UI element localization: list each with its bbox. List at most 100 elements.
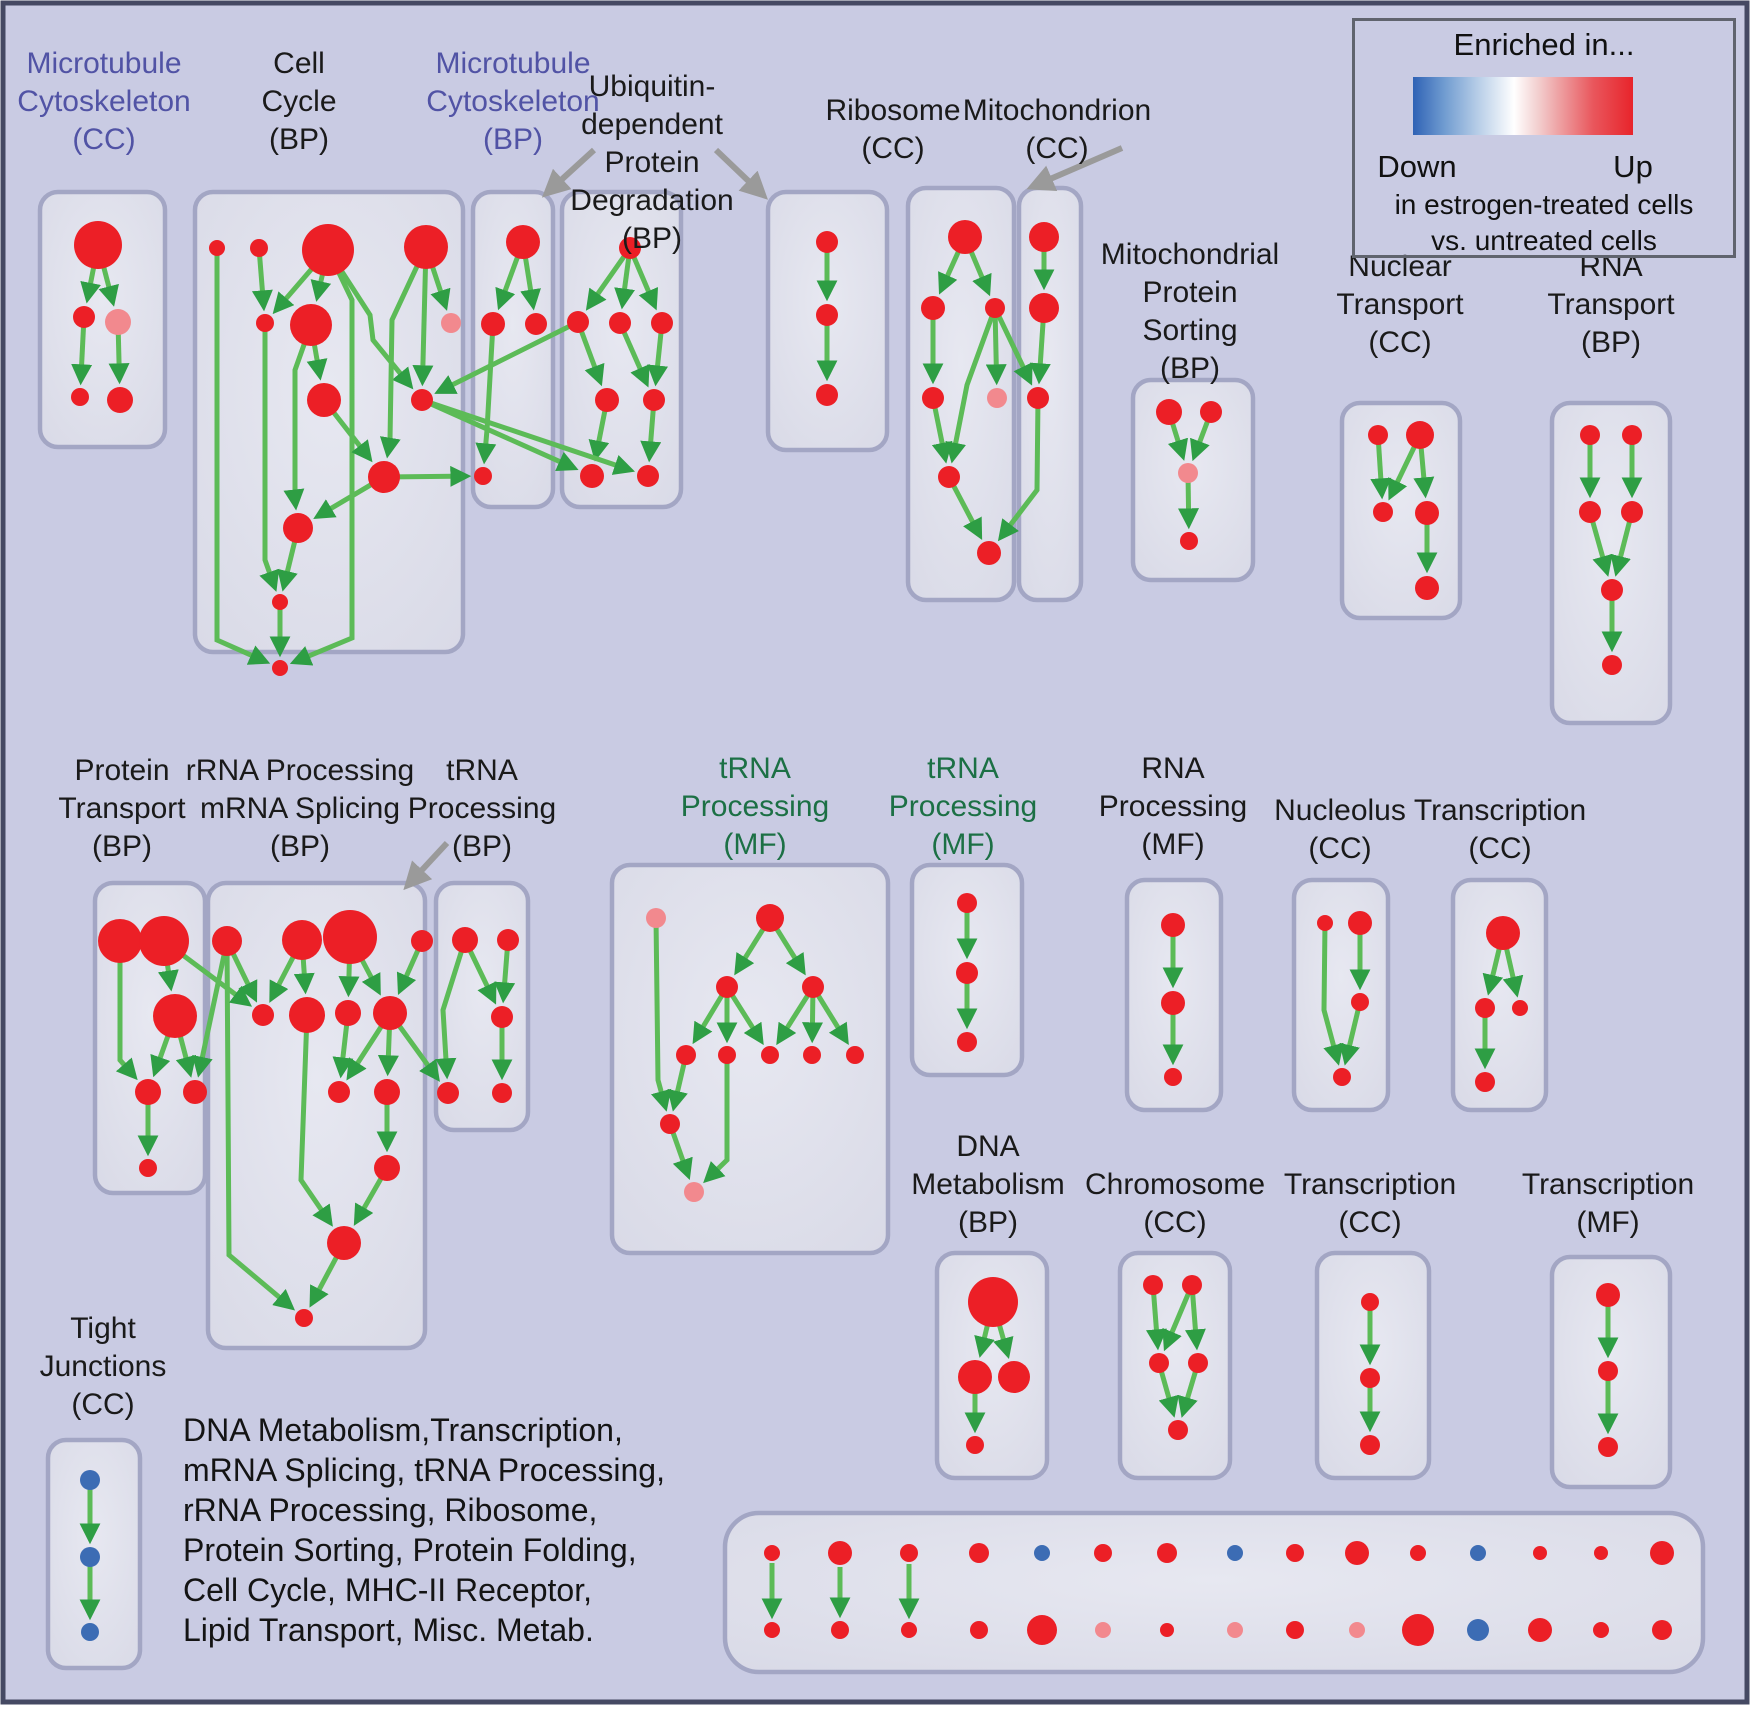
cluster-label-tight: Tight Junctions (CC) [39, 1312, 167, 1421]
cluster-box-chrom [1117, 1250, 1233, 1481]
node-s3 [1579, 501, 1601, 523]
node-p3 [1178, 463, 1198, 483]
node-g6 [289, 997, 325, 1033]
node-c13 [272, 660, 288, 676]
cluster-label-ubq: Ubiquitin- dependent Protein Degradation… [570, 70, 734, 255]
node-l1 [1161, 913, 1185, 937]
mitochondrion-pointer-icon [1026, 145, 1124, 192]
edge-r3-r5 [985, 307, 1007, 386]
edge-u2-c9 [434, 319, 580, 394]
cluster-label-dnam: DNA Metabolism (BP) [911, 1130, 1065, 1239]
node-d1 [968, 1277, 1018, 1327]
node-j4 [1475, 1072, 1495, 1092]
edge-g6-g12 [298, 1014, 333, 1227]
cluster-label-rrna: rRNA Processing mRNA Splicing (BP) [185, 754, 415, 863]
bottom-pair-8-bottom-node [1227, 1622, 1243, 1638]
edge-f5-f10 [703, 1055, 730, 1184]
node-o1 [74, 221, 122, 269]
cluster-label-mt_cc: Microtubule Cytoskeleton (CC) [17, 47, 191, 156]
ubq-right-pointer-icon [713, 147, 768, 200]
node-c12 [272, 594, 288, 610]
node-q1 [1368, 425, 1388, 445]
bottom-pair-15-bottom-node [1652, 1620, 1672, 1640]
node-g7 [335, 1000, 361, 1026]
node-g10 [374, 1079, 400, 1105]
node-mi3 [1027, 387, 1049, 409]
node-g1 [212, 926, 242, 956]
legend-subtitle-line1: in estrogen-treated cells [1394, 189, 1694, 220]
node-f3 [802, 976, 824, 998]
node-c11 [283, 513, 313, 543]
cluster-label-rnap_mf: RNA Processing (MF) [1098, 752, 1248, 861]
node-j1 [1486, 916, 1520, 950]
edge-c4-c10 [379, 245, 429, 459]
node-h2 [1348, 911, 1372, 935]
bottom-pair-10-top-node [1345, 1541, 1369, 1565]
node-u1 [619, 237, 641, 259]
bottom-pair-5-top-node [1034, 1545, 1050, 1561]
node-o3 [105, 309, 131, 335]
node-c2 [250, 239, 268, 257]
bottom-pair-1-top-node [764, 1545, 780, 1561]
node-c5 [256, 314, 274, 332]
node-f2 [716, 976, 738, 998]
nodes [71, 220, 1674, 1646]
node-q5 [1415, 576, 1439, 600]
node-s2 [1622, 425, 1642, 445]
node-m1 [506, 225, 540, 259]
callout-arrows [403, 145, 1124, 891]
cluster-label-nucleolus: Nucleolus (CC) [1274, 794, 1406, 865]
node-p4 [1180, 532, 1198, 550]
node-p1 [1156, 399, 1182, 425]
bottom-pair-11-top-node [1410, 1545, 1426, 1561]
legend-subtitle-line2: vs. untreated cells [1431, 225, 1657, 256]
node-mi1 [1029, 222, 1059, 252]
cluster-label-tx_cc3: Transcription (CC) [1283, 1168, 1457, 1239]
edge-mi3-r7 [997, 397, 1041, 542]
bottom-pair-9-bottom-node [1286, 1621, 1304, 1639]
bottom-pair-1-bottom-node [764, 1622, 780, 1638]
edge-h3-h4 [1339, 1001, 1363, 1066]
node-w2 [497, 929, 519, 951]
node-h4 [1333, 1068, 1351, 1086]
node-g2 [282, 920, 322, 960]
node-u2 [567, 311, 589, 333]
node-f6 [761, 1046, 779, 1064]
node-k2 [956, 962, 978, 984]
node-c4 [404, 225, 448, 269]
node-ch4 [1188, 1353, 1208, 1373]
cluster-label-tx_cc2: Transcription (CC) [1413, 794, 1587, 865]
node-r7 [977, 541, 1001, 565]
node-v2 [816, 304, 838, 326]
legend-down-label: Down [1377, 149, 1457, 184]
node-r1 [948, 220, 982, 254]
edge-w1-w4 [435, 939, 468, 1080]
cluster-label-trna_mf1: tRNA Processing (MF) [680, 752, 830, 861]
node-t5 [183, 1080, 207, 1104]
cluster-box-nuct [1339, 400, 1463, 621]
node-x2 [1360, 1368, 1380, 1388]
cluster-label-mps: Mitochondrial Protein Sorting (BP) [1100, 238, 1280, 385]
node-f9 [660, 1114, 680, 1134]
cluster-box-rrna [205, 880, 428, 1351]
node-l2 [1161, 991, 1185, 1015]
cluster-box-rnat [1549, 400, 1673, 726]
edge-c1-c13 [214, 248, 271, 665]
cluster-box-mt_bp [470, 189, 556, 510]
edge-f0-f9 [651, 917, 672, 1112]
node-m2 [481, 312, 505, 336]
node-r4 [922, 387, 944, 409]
edge-c6-c11 [283, 324, 314, 511]
node-d4 [966, 1436, 984, 1454]
cluster-label-mito: Mitochondrion (CC) [962, 94, 1152, 165]
cluster-label-cell_cycle: Cell Cycle (BP) [261, 47, 337, 156]
node-r2 [921, 296, 945, 320]
edge-g1-g13 [224, 940, 296, 1311]
edge-t1-t4 [115, 941, 138, 1081]
bottom-pair-15-top-node [1650, 1541, 1674, 1565]
node-f4 [676, 1045, 696, 1065]
node-mi2 [1029, 293, 1059, 323]
bottom-panel-box [722, 1510, 1706, 1675]
node-f10 [684, 1182, 704, 1202]
node-k3 [957, 1032, 977, 1052]
